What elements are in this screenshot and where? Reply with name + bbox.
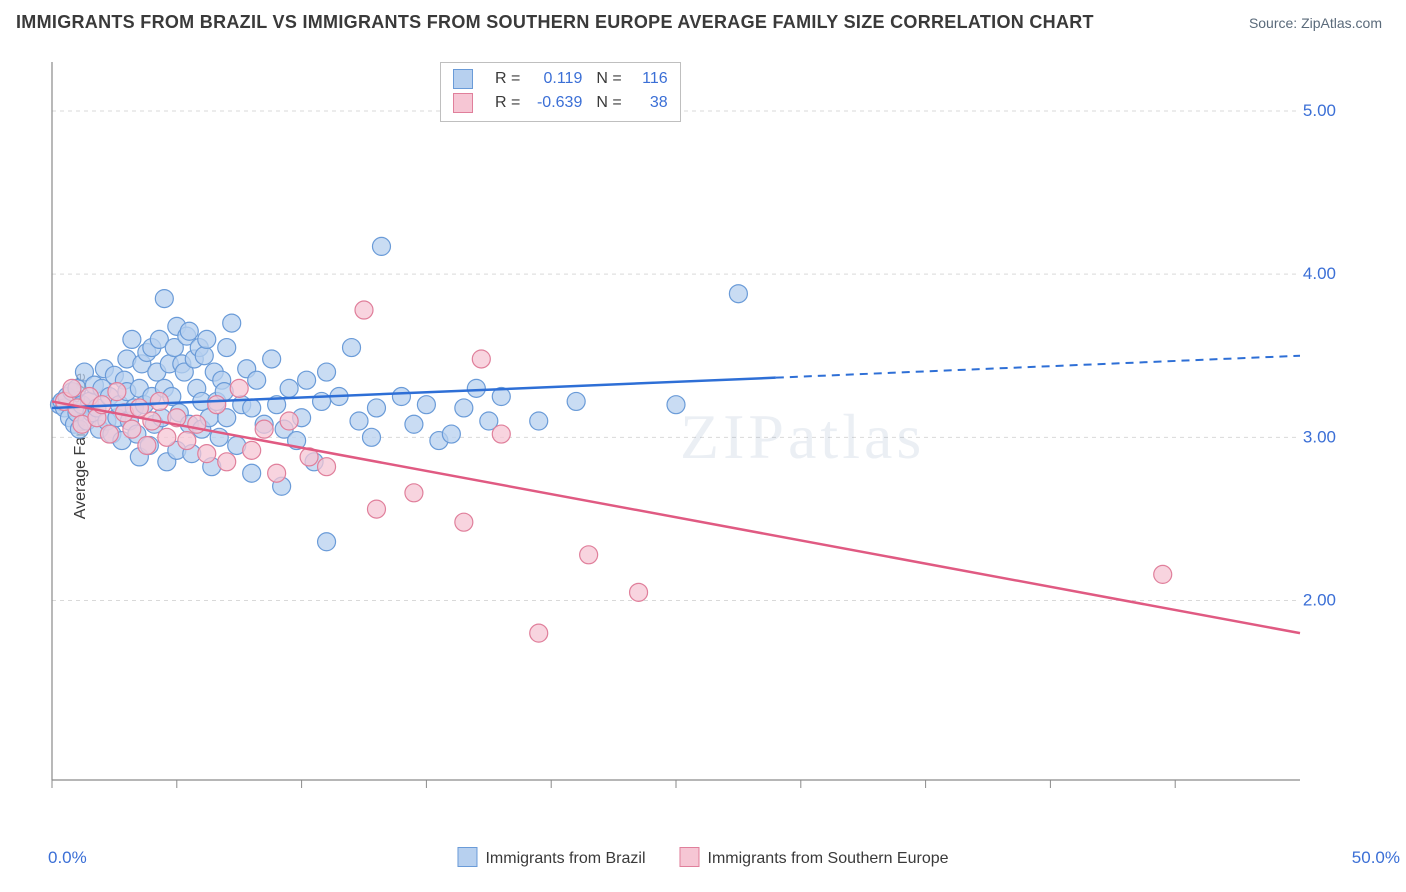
y-tick-label: 2.00: [1303, 591, 1336, 610]
legend-label: Immigrants from Brazil: [485, 850, 645, 867]
y-tick-label: 5.00: [1303, 101, 1336, 120]
seurope-point: [367, 500, 385, 518]
seurope-point: [630, 583, 648, 601]
seurope-point: [280, 412, 298, 430]
seurope-point: [1154, 565, 1172, 583]
seurope-point: [100, 425, 118, 443]
stat-row-brazil: R = 0.119 N = 116: [453, 67, 668, 91]
brazil-point: [123, 330, 141, 348]
brazil-point: [198, 330, 216, 348]
stat-n-value: 116: [636, 67, 668, 91]
x-min-label: 0.0%: [48, 848, 87, 868]
seurope-point: [455, 513, 473, 531]
brazil-trendline-extrapolated: [776, 356, 1300, 378]
seurope-point: [492, 425, 510, 443]
legend-bottom: Immigrants from Brazil Immigrants from So…: [457, 847, 948, 868]
scatter-plot: 2.00 3.00 4.00 5.00: [48, 62, 1344, 802]
brazil-point: [392, 388, 410, 406]
source-attribution: Source: ZipAtlas.com: [1249, 15, 1382, 31]
seurope-point: [530, 624, 548, 642]
brazil-point: [298, 371, 316, 389]
brazil-point: [667, 396, 685, 414]
brazil-point: [155, 290, 173, 308]
stat-row-seurope: R = -0.639 N = 38: [453, 91, 668, 115]
seurope-point: [158, 428, 176, 446]
brazil-point: [442, 425, 460, 443]
brazil-legend-swatch-icon: [457, 847, 477, 867]
brazil-point: [362, 428, 380, 446]
stat-r-label: R =: [491, 91, 524, 115]
y-tick-label: 3.00: [1303, 427, 1336, 446]
page-title: IMMIGRANTS FROM BRAZIL VS IMMIGRANTS FRO…: [16, 12, 1094, 33]
legend-item-seurope: Immigrants from Southern Europe: [680, 847, 949, 868]
brazil-point: [223, 314, 241, 332]
seurope-point: [268, 464, 286, 482]
seurope-point: [63, 379, 81, 397]
seurope-point: [178, 432, 196, 450]
stat-r-value: -0.639: [534, 91, 582, 115]
seurope-point: [472, 350, 490, 368]
chart-area: 2.00 3.00 4.00 5.00: [48, 62, 1400, 802]
brazil-point: [243, 399, 261, 417]
brazil-point: [243, 464, 261, 482]
stat-n-label: N =: [592, 67, 625, 91]
seurope-point: [318, 458, 336, 476]
brazil-point: [318, 363, 336, 381]
correlation-stats-box: R = 0.119 N = 116 R = -0.639 N = 38: [440, 62, 681, 122]
stat-r-label: R =: [491, 67, 524, 91]
seurope-point: [580, 546, 598, 564]
legend-label: Immigrants from Southern Europe: [708, 850, 949, 867]
brazil-point: [455, 399, 473, 417]
brazil-point: [263, 350, 281, 368]
brazil-point: [350, 412, 368, 430]
brazil-point: [567, 392, 585, 410]
seurope-point: [230, 379, 248, 397]
brazil-point: [218, 339, 236, 357]
brazil-point: [530, 412, 548, 430]
brazil-point: [313, 392, 331, 410]
seurope-point: [208, 396, 226, 414]
stat-r-value: 0.119: [534, 67, 582, 91]
seurope-swatch-icon: [453, 93, 473, 113]
seurope-point: [355, 301, 373, 319]
brazil-point: [729, 285, 747, 303]
seurope-point: [243, 441, 261, 459]
brazil-point: [195, 347, 213, 365]
y-tick-label: 4.00: [1303, 264, 1336, 283]
seurope-legend-swatch-icon: [680, 847, 700, 867]
brazil-point: [405, 415, 423, 433]
seurope-point: [218, 453, 236, 471]
seurope-point: [108, 383, 126, 401]
stat-n-value: 38: [636, 91, 668, 115]
brazil-point: [467, 379, 485, 397]
brazil-point: [417, 396, 435, 414]
brazil-point: [372, 237, 390, 255]
seurope-point: [405, 484, 423, 502]
seurope-point: [255, 420, 273, 438]
brazil-swatch-icon: [453, 69, 473, 89]
brazil-point: [367, 399, 385, 417]
brazil-point: [318, 533, 336, 551]
brazil-point: [280, 379, 298, 397]
seurope-point: [138, 436, 156, 454]
seurope-point: [150, 392, 168, 410]
brazil-point: [248, 371, 266, 389]
legend-item-brazil: Immigrants from Brazil: [457, 847, 645, 868]
x-max-label: 50.0%: [1352, 848, 1400, 868]
stat-n-label: N =: [592, 91, 625, 115]
seurope-trendline: [52, 401, 1300, 633]
seurope-point: [123, 420, 141, 438]
brazil-point: [343, 339, 361, 357]
brazil-point: [180, 322, 198, 340]
seurope-point: [198, 445, 216, 463]
